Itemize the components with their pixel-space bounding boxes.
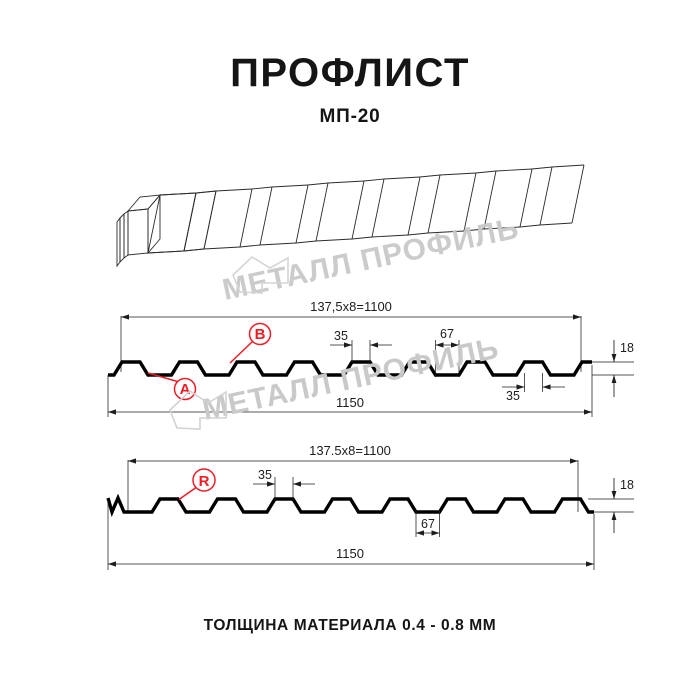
- dimension-rib-lower-upper: 35: [502, 373, 565, 403]
- dimension-valley-upper-label: 67: [440, 327, 454, 341]
- callout-a: A: [147, 372, 197, 401]
- dimension-rib-top-lower-label: 35: [258, 468, 272, 482]
- dimension-module-lower: 137.5x8=1100: [127, 443, 579, 512]
- dimension-height-upper-label: 18: [620, 341, 634, 355]
- dimension-rib-top-upper: 35: [330, 329, 392, 364]
- dimension-rib-top-lower: 35: [253, 468, 315, 501]
- dimension-overall-lower-label: 1150: [336, 546, 364, 561]
- dimension-rib-lower-upper-label: 35: [506, 389, 520, 403]
- dimension-overall-lower: 1150: [107, 500, 595, 570]
- cross-section-upper: 137,5x8=1100 18 35: [107, 299, 634, 417]
- dimension-height-lower-label: 18: [620, 478, 634, 492]
- callout-a-label: A: [180, 381, 191, 398]
- profile-outline-lower: [106, 493, 594, 518]
- dimension-rib-top-upper-label: 35: [334, 329, 348, 343]
- dimension-module-upper-label: 137,5x8=1100: [310, 299, 392, 314]
- dimension-module-lower-label: 137.5x8=1100: [309, 443, 391, 458]
- material-thickness-note: ТОЛЩИНА МАТЕРИАЛА 0.4 - 0.8 ММ: [203, 617, 497, 634]
- dimension-height-upper: 18: [592, 340, 634, 397]
- dimension-valley-upper: 67: [435, 327, 460, 377]
- watermark-text-lower: МЕТАЛЛ ПРОФИЛЬ: [200, 332, 502, 427]
- dimension-height-lower: 18: [588, 478, 634, 533]
- watermark-upper: МЕТАЛЛ ПРОФИЛЬ: [220, 212, 522, 307]
- dimension-valley-lower-label: 67: [421, 517, 435, 531]
- callout-r-label: R: [199, 473, 210, 490]
- metall-profil-logo-lower: [169, 389, 227, 430]
- dimension-overall-upper-label: 1150: [336, 395, 364, 410]
- profiled-sheet-3d-view: [116, 164, 585, 268]
- watermark-lower: МЕТАЛЛ ПРОФИЛЬ: [169, 332, 502, 430]
- callout-b: B: [229, 322, 272, 364]
- callout-b-label: B: [255, 326, 266, 343]
- dimension-valley-lower: 67: [415, 510, 440, 537]
- callout-r: R: [178, 468, 216, 501]
- watermark-text-upper: МЕТАЛЛ ПРОФИЛЬ: [220, 212, 522, 307]
- dimension-overall-upper: 1150: [107, 365, 593, 417]
- cross-section-lower: 137.5x8=1100 18 35: [106, 443, 634, 570]
- profile-outline-upper: [108, 360, 592, 377]
- metall-profil-logo-upper: [232, 255, 289, 294]
